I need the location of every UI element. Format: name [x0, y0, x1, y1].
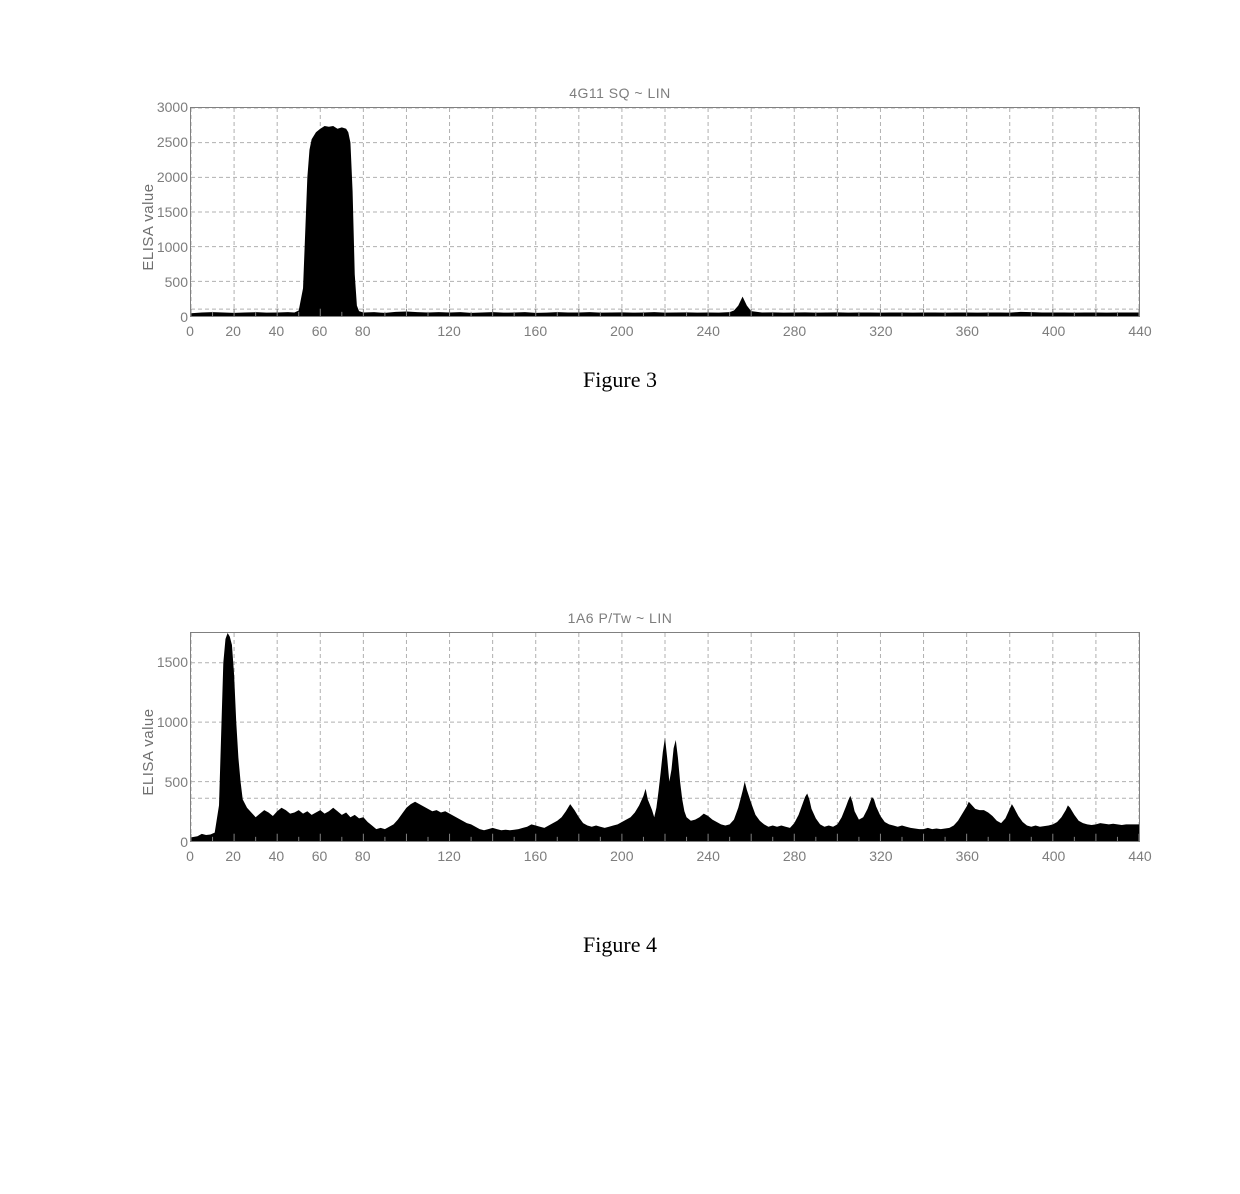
xtick-label: 200	[610, 323, 633, 339]
xtick-label: 440	[1128, 848, 1151, 864]
chart-1-block: 4G11 SQ ~ LIN ELISA value 05001000150020…	[100, 85, 1140, 393]
ytick-label: 2500	[152, 134, 188, 150]
xtick-label: 120	[437, 323, 460, 339]
xtick-label: 80	[355, 848, 371, 864]
chart-2-yticklabels: 050010001500	[152, 632, 188, 842]
ytick-label: 500	[152, 774, 188, 790]
chart-1-frame: ELISA value 050010001500200025003000 020…	[160, 107, 1140, 347]
xtick-label: 320	[869, 848, 892, 864]
ytick-label: 1500	[152, 654, 188, 670]
xtick-label: 60	[312, 323, 328, 339]
chart-2-block: 1A6 P/Tw ~ LIN ELISA value 050010001500 …	[100, 610, 1140, 958]
xtick-label: 20	[225, 323, 241, 339]
chart-1-title: 4G11 SQ ~ LIN	[100, 85, 1140, 101]
xtick-label: 120	[437, 848, 460, 864]
chart-2-frame: ELISA value 050010001500 020406080120160…	[160, 632, 1140, 872]
xtick-label: 360	[956, 848, 979, 864]
chart-1-plot-area	[190, 107, 1140, 317]
xtick-label: 400	[1042, 323, 1065, 339]
xtick-label: 0	[186, 323, 194, 339]
chart-2-title: 1A6 P/Tw ~ LIN	[100, 610, 1140, 626]
xtick-label: 200	[610, 848, 633, 864]
chart-1-xticklabels: 020406080120160200240280320360400440	[190, 319, 1140, 347]
ytick-label: 2000	[152, 169, 188, 185]
xtick-label: 0	[186, 848, 194, 864]
xtick-label: 80	[355, 323, 371, 339]
ytick-label: 500	[152, 274, 188, 290]
chart-2-plot-area	[190, 632, 1140, 842]
xtick-label: 240	[696, 848, 719, 864]
xtick-label: 40	[269, 848, 285, 864]
chart-1-yticklabels: 050010001500200025003000	[152, 107, 188, 317]
ytick-label: 1000	[152, 714, 188, 730]
xtick-label: 320	[869, 323, 892, 339]
xtick-label: 20	[225, 848, 241, 864]
xtick-label: 40	[269, 323, 285, 339]
ytick-label: 0	[152, 834, 188, 850]
chart-2-xticklabels: 020406080120160200240280320360400440	[190, 844, 1140, 872]
xtick-label: 440	[1128, 323, 1151, 339]
xtick-label: 400	[1042, 848, 1065, 864]
chart-1-caption: Figure 3	[100, 367, 1140, 393]
chart-1-svg	[191, 108, 1139, 316]
xtick-label: 60	[312, 848, 328, 864]
ytick-label: 1000	[152, 239, 188, 255]
ytick-label: 3000	[152, 99, 188, 115]
xtick-label: 280	[783, 848, 806, 864]
chart-2-caption: Figure 4	[100, 932, 1140, 958]
chart-2-svg	[191, 633, 1139, 841]
xtick-label: 160	[524, 323, 547, 339]
ytick-label: 0	[152, 309, 188, 325]
xtick-label: 360	[956, 323, 979, 339]
xtick-label: 280	[783, 323, 806, 339]
xtick-label: 240	[696, 323, 719, 339]
page: 4G11 SQ ~ LIN ELISA value 05001000150020…	[0, 0, 1240, 1194]
xtick-label: 160	[524, 848, 547, 864]
ytick-label: 1500	[152, 204, 188, 220]
